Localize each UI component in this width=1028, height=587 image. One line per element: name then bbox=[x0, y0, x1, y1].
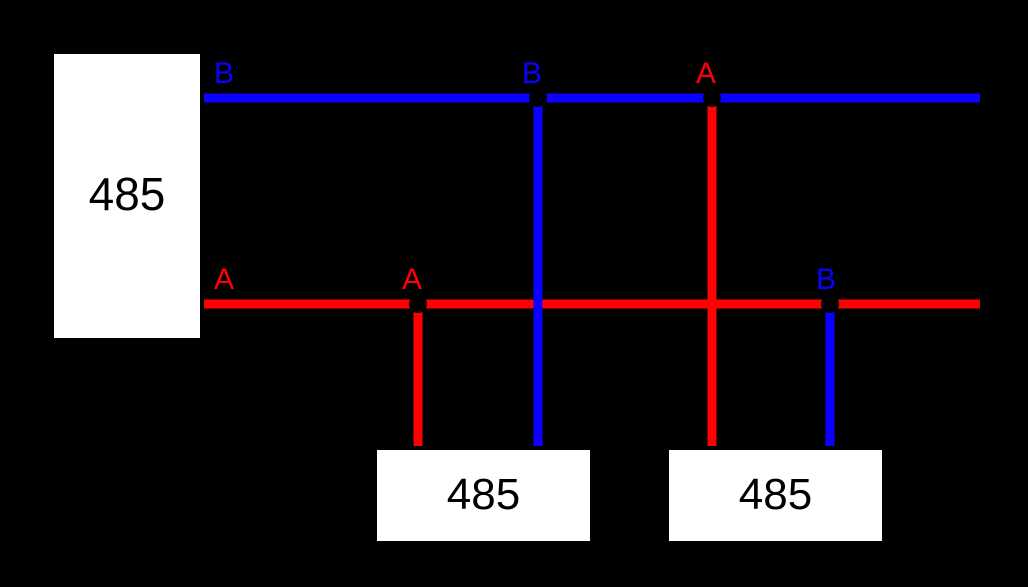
pin-label: B bbox=[816, 263, 836, 296]
pin-label: B bbox=[214, 57, 234, 90]
pin-label: A bbox=[402, 263, 422, 296]
master-node-label: 485 bbox=[89, 168, 166, 220]
junction-slave2_b bbox=[821, 295, 839, 313]
junction-slave1_a bbox=[409, 295, 427, 313]
junction-slave2_a bbox=[703, 89, 721, 107]
pin-label: B bbox=[522, 57, 542, 90]
rs485-bus-diagram: B B A A A B 485 485 485 bbox=[0, 0, 1028, 587]
slave2-node-label: 485 bbox=[739, 470, 812, 519]
pin-label: A bbox=[214, 263, 234, 296]
pin-label: A bbox=[696, 57, 716, 90]
slave1-node-label: 485 bbox=[447, 470, 520, 519]
junction-slave1_b bbox=[529, 89, 547, 107]
